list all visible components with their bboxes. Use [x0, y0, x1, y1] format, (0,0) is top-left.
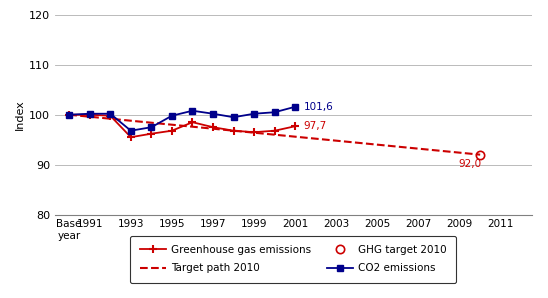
Text: 92,0: 92,0 — [458, 159, 482, 169]
Text: 101,6: 101,6 — [304, 102, 333, 112]
Text: 97,7: 97,7 — [304, 121, 327, 131]
Legend: Greenhouse gas emissions, Target path 2010, GHG target 2010, CO2 emissions: Greenhouse gas emissions, Target path 20… — [130, 236, 456, 283]
Y-axis label: Index: Index — [15, 99, 25, 130]
